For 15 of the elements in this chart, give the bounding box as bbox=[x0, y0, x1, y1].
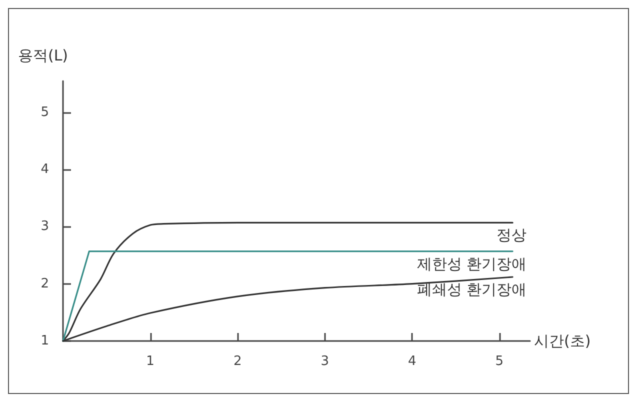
y-tick-label: 5 bbox=[40, 104, 49, 120]
x-tick-label: 5 bbox=[495, 354, 504, 369]
series-label: 폐쇄성 환기장애 bbox=[416, 280, 527, 298]
x-axis-title: 시간(초) bbox=[534, 332, 591, 350]
y-tick-label: 1 bbox=[40, 334, 49, 348]
x-tick-label: 1 bbox=[146, 354, 154, 369]
y-axis-title: 용적(L) bbox=[18, 46, 68, 64]
y-tick-label: 4 bbox=[40, 162, 49, 178]
series-label: 정상 bbox=[496, 226, 527, 244]
x-tick-label: 2 bbox=[233, 354, 242, 369]
x-tick-label: 4 bbox=[408, 354, 416, 369]
x-tick-label: 3 bbox=[320, 354, 330, 369]
y-tick-label: 2 bbox=[40, 276, 49, 292]
y-tick-label: 3 bbox=[40, 219, 49, 234]
series-label: 제한성 환기장애 bbox=[416, 254, 527, 273]
